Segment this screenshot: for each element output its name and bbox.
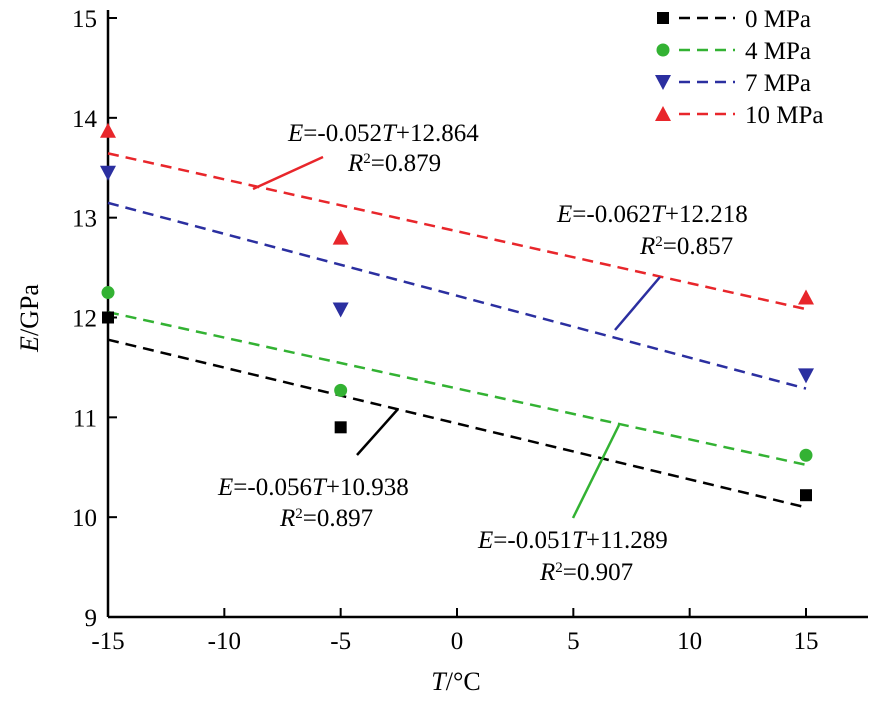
x-axis-title-unit: /°C bbox=[446, 667, 481, 696]
r2-exponent: 2 bbox=[555, 560, 563, 576]
legend-label: 0 MPa bbox=[745, 6, 811, 33]
x-axis-title-var: T bbox=[431, 667, 447, 696]
r2-var: R bbox=[347, 150, 363, 177]
x-tick-label: -5 bbox=[330, 628, 351, 655]
fit-r-squared: R2=0.857 bbox=[639, 233, 733, 260]
data-point-circle bbox=[799, 448, 813, 462]
fit-equation: E=-0.056T+10.938 bbox=[217, 474, 409, 501]
legend-label: 7 MPa bbox=[745, 70, 811, 97]
equation-intercept: +12.218 bbox=[665, 201, 748, 228]
legend-marker bbox=[655, 106, 671, 121]
y-axis-title-var: E bbox=[15, 336, 44, 353]
y-axis-title: E/GPa bbox=[15, 284, 44, 353]
y-tick-label: 13 bbox=[72, 206, 97, 233]
x-tick-group: -15 -10 -5 0 5 10 15 bbox=[91, 608, 819, 655]
legend-marker bbox=[657, 12, 669, 24]
fit-equation: E=-0.062T+12.218 bbox=[556, 201, 748, 228]
data-point-triangle-up bbox=[332, 229, 349, 245]
x-tick-label: 15 bbox=[794, 628, 819, 655]
y-tick-label: 15 bbox=[72, 6, 97, 33]
equation-var-t: T bbox=[382, 120, 398, 147]
fit-line-0-mpa bbox=[107, 338, 807, 509]
y-axis: 9 10 11 12 13 14 15 E/GPa bbox=[15, 6, 117, 632]
data-point-triangle-down bbox=[798, 368, 814, 384]
legend-item: 4 MPa bbox=[656, 38, 811, 65]
equation-intercept: +10.938 bbox=[326, 474, 409, 501]
legend-marker bbox=[656, 43, 670, 57]
data-point-square bbox=[334, 421, 347, 434]
equation-slope: =-0.051 bbox=[493, 527, 572, 554]
y-axis-title-unit: /GPa bbox=[15, 284, 44, 336]
fit-lines bbox=[107, 152, 807, 509]
equation-var-e: E bbox=[477, 527, 493, 554]
fit-r-squared: R2=0.907 bbox=[539, 559, 633, 586]
data-point-circle bbox=[334, 383, 348, 397]
annotation-leader-line bbox=[571, 424, 621, 519]
fit-line-10-mpa bbox=[107, 152, 807, 311]
data-point-square bbox=[102, 311, 114, 324]
r2-var: R bbox=[639, 233, 655, 260]
x-tick-label: -15 bbox=[91, 628, 124, 655]
legend-item: 7 MPa bbox=[655, 70, 811, 97]
legend-label: 4 MPa bbox=[745, 38, 811, 65]
x-tick-label: 10 bbox=[677, 628, 702, 655]
r2-value: =0.907 bbox=[563, 559, 633, 586]
fit-r-squared: R2=0.879 bbox=[347, 150, 441, 177]
r2-value: =0.879 bbox=[371, 150, 441, 177]
equation-slope: =-0.052 bbox=[303, 120, 382, 147]
data-point-triangle-up bbox=[100, 122, 116, 138]
equation-var-e: E bbox=[217, 474, 233, 501]
y-tick-label: 14 bbox=[72, 106, 98, 133]
r2-value: =0.857 bbox=[663, 233, 733, 260]
annotation-leader-line bbox=[614, 276, 661, 331]
fit-line-7-mpa bbox=[107, 201, 807, 390]
annotation-leader-line bbox=[356, 408, 399, 456]
equation-slope: =-0.062 bbox=[572, 201, 651, 228]
data-point-triangle-up bbox=[798, 289, 814, 305]
x-tick-label: -10 bbox=[208, 628, 241, 655]
equation-var-e: E bbox=[287, 120, 303, 147]
fit-r-squared: R2=0.897 bbox=[279, 505, 373, 532]
r2-exponent: 2 bbox=[655, 234, 663, 250]
data-markers bbox=[100, 122, 814, 502]
data-point-circle bbox=[101, 286, 115, 300]
equation-var-t: T bbox=[312, 474, 328, 501]
fit-equation: E=-0.051T+11.289 bbox=[477, 527, 668, 554]
fit-equation: E=-0.052T+12.864 bbox=[287, 120, 479, 147]
x-axis: -15 -10 -5 0 5 10 15 T/°C bbox=[91, 608, 868, 696]
equation-intercept: +11.289 bbox=[586, 527, 668, 554]
annotation-leaders bbox=[252, 155, 661, 519]
legend-item: 10 MPa bbox=[655, 102, 823, 129]
equation-var-t: T bbox=[572, 527, 588, 554]
data-point-triangle-down bbox=[332, 302, 349, 318]
legend: 0 MPa 4 MPa 7 MPa 10 MPa bbox=[655, 6, 823, 129]
data-point-triangle-down bbox=[100, 165, 116, 181]
legend-label: 10 MPa bbox=[745, 102, 823, 129]
r2-var: R bbox=[279, 505, 295, 532]
r2-var: R bbox=[539, 559, 555, 586]
y-tick-label: 12 bbox=[72, 306, 97, 333]
r2-exponent: 2 bbox=[363, 151, 371, 167]
data-point-square bbox=[800, 489, 812, 502]
x-axis-title: T/°C bbox=[431, 667, 480, 696]
y-tick-label: 9 bbox=[85, 605, 98, 632]
y-tick-group: 9 10 11 12 13 14 15 bbox=[72, 6, 117, 632]
r2-exponent: 2 bbox=[295, 506, 303, 522]
y-tick-label: 10 bbox=[72, 505, 97, 532]
x-tick-label: 0 bbox=[451, 628, 464, 655]
legend-marker bbox=[655, 75, 671, 90]
r2-value: =0.897 bbox=[303, 505, 373, 532]
fit-line-4-mpa bbox=[107, 310, 807, 467]
equation-var-t: T bbox=[651, 201, 667, 228]
x-tick-label: 5 bbox=[567, 628, 580, 655]
fit-annotations: E=-0.052T+12.864R2=0.879E=-0.056T+10.938… bbox=[217, 120, 748, 586]
equation-var-e: E bbox=[556, 201, 572, 228]
equation-intercept: +12.864 bbox=[396, 120, 479, 147]
annotation-leader-line bbox=[252, 155, 324, 191]
legend-item: 0 MPa bbox=[657, 6, 811, 33]
equation-slope: =-0.056 bbox=[233, 474, 312, 501]
y-tick-label: 11 bbox=[73, 405, 97, 432]
